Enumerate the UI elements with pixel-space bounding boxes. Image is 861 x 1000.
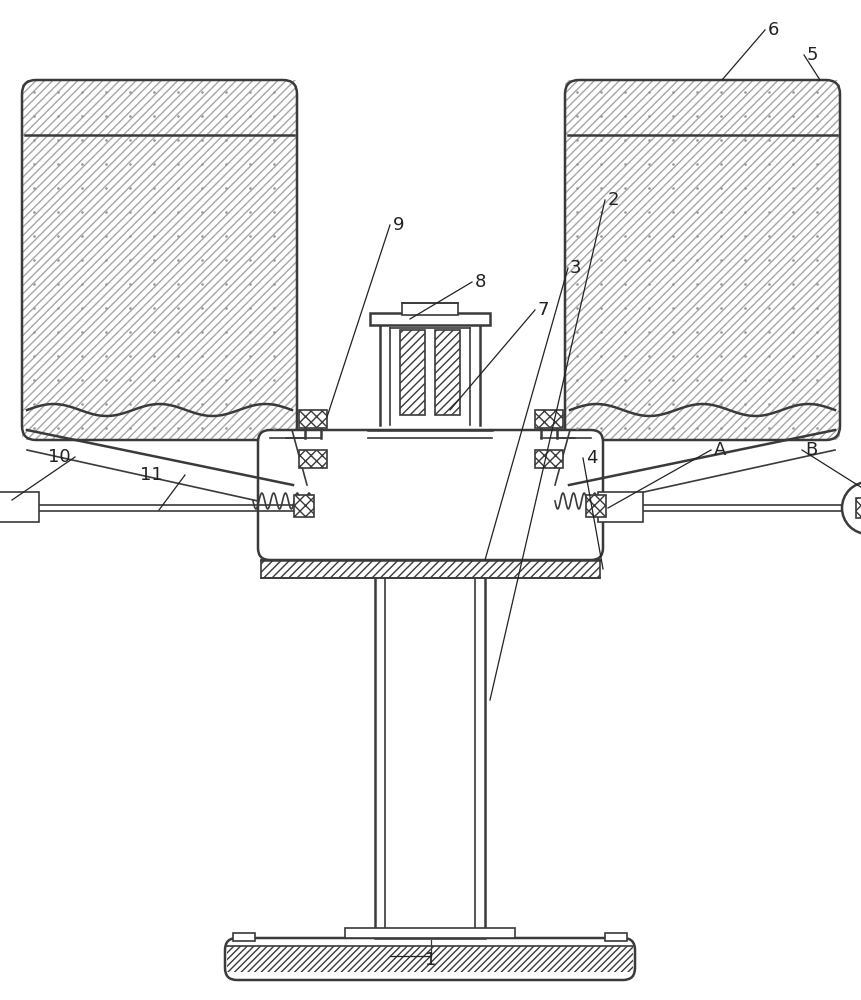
Bar bbox=[257, 493, 301, 509]
Bar bbox=[261, 560, 599, 578]
Bar bbox=[855, 498, 861, 518]
Bar bbox=[344, 928, 514, 938]
Bar bbox=[22, 80, 297, 440]
Bar bbox=[585, 495, 605, 517]
Text: B: B bbox=[804, 441, 816, 459]
Bar bbox=[598, 492, 642, 522]
Bar bbox=[226, 946, 632, 972]
Bar bbox=[564, 493, 603, 509]
Bar bbox=[299, 450, 326, 468]
Text: 3: 3 bbox=[569, 259, 581, 277]
Text: 10: 10 bbox=[48, 448, 71, 466]
Bar bbox=[585, 495, 605, 517]
Bar bbox=[294, 495, 313, 517]
Text: 1: 1 bbox=[424, 951, 437, 969]
Bar bbox=[535, 410, 562, 428]
FancyBboxPatch shape bbox=[22, 80, 297, 440]
Text: 4: 4 bbox=[585, 449, 597, 467]
Bar bbox=[261, 560, 599, 578]
Bar bbox=[855, 498, 861, 518]
Bar bbox=[400, 330, 424, 415]
Text: 7: 7 bbox=[537, 301, 548, 319]
Circle shape bbox=[841, 482, 861, 534]
Text: 9: 9 bbox=[393, 216, 404, 234]
Bar bbox=[401, 303, 457, 315]
Text: 6: 6 bbox=[767, 21, 778, 39]
Bar bbox=[294, 495, 313, 517]
Bar bbox=[299, 450, 326, 468]
FancyBboxPatch shape bbox=[564, 80, 839, 440]
Text: 11: 11 bbox=[139, 466, 163, 484]
Bar bbox=[535, 410, 562, 428]
Bar bbox=[400, 330, 424, 415]
Bar bbox=[435, 330, 460, 415]
Bar bbox=[299, 410, 326, 428]
Bar bbox=[369, 313, 489, 325]
Bar bbox=[232, 933, 255, 941]
Bar bbox=[226, 946, 632, 972]
Text: A: A bbox=[713, 441, 726, 459]
Text: 5: 5 bbox=[806, 46, 818, 64]
Bar bbox=[535, 450, 562, 468]
Text: 8: 8 bbox=[474, 273, 486, 291]
Bar bbox=[0, 492, 39, 522]
FancyBboxPatch shape bbox=[225, 938, 635, 980]
Bar bbox=[535, 450, 562, 468]
Bar bbox=[564, 80, 839, 440]
FancyBboxPatch shape bbox=[257, 430, 603, 560]
Text: 2: 2 bbox=[607, 191, 619, 209]
Bar bbox=[435, 330, 460, 415]
Bar bbox=[604, 933, 626, 941]
Bar bbox=[299, 410, 326, 428]
Bar bbox=[375, 560, 485, 938]
